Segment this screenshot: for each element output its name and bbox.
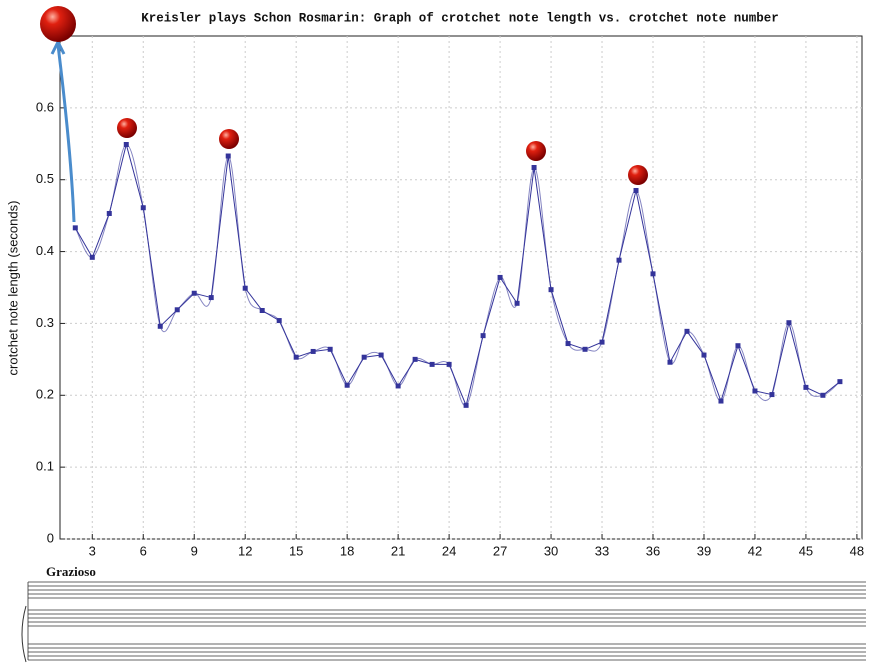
highlight-ball xyxy=(40,6,76,42)
data-point xyxy=(515,301,520,306)
data-point xyxy=(532,165,537,170)
data-point xyxy=(73,225,78,230)
x-tick-label: 42 xyxy=(748,543,762,558)
smooth-curve xyxy=(75,144,840,405)
data-point xyxy=(379,353,384,358)
data-point xyxy=(634,188,639,193)
data-point xyxy=(209,295,214,300)
data-point xyxy=(617,258,622,263)
data-point xyxy=(175,307,180,312)
x-tick-label: 6 xyxy=(140,543,147,558)
y-tick-label: 0.2 xyxy=(36,387,54,402)
score-marking: Grazioso xyxy=(46,564,96,579)
data-point xyxy=(124,142,129,147)
x-tick-label: 36 xyxy=(646,543,660,558)
highlight-ball xyxy=(117,118,137,138)
data-point xyxy=(107,211,112,216)
x-tick-label: 9 xyxy=(191,543,198,558)
data-point xyxy=(786,320,791,325)
y-tick-label: 0.4 xyxy=(36,243,54,258)
x-tick-label: 33 xyxy=(595,543,609,558)
data-point xyxy=(90,255,95,260)
x-tick-label: 18 xyxy=(340,543,354,558)
data-point xyxy=(583,347,588,352)
data-point xyxy=(311,349,316,354)
x-tick-label: 12 xyxy=(238,543,252,558)
x-tick-label: 15 xyxy=(289,543,303,558)
data-point xyxy=(430,362,435,367)
y-tick-label: 0.5 xyxy=(36,171,54,186)
x-tick-label: 27 xyxy=(493,543,507,558)
data-point xyxy=(328,347,333,352)
music-score: Grazioso xyxy=(22,564,866,662)
x-tick-label: 45 xyxy=(799,543,813,558)
data-line xyxy=(75,145,840,406)
x-tick-label: 3 xyxy=(89,543,96,558)
data-point xyxy=(481,333,486,338)
data-point xyxy=(192,291,197,296)
data-point xyxy=(735,343,740,348)
data-point xyxy=(752,388,757,393)
data-point xyxy=(701,353,706,358)
data-point xyxy=(362,355,367,360)
y-tick-label: 0 xyxy=(47,530,54,545)
x-tick-label: 21 xyxy=(391,543,405,558)
data-point xyxy=(243,286,248,291)
x-tick-label: 48 xyxy=(850,543,864,558)
plot-frame xyxy=(60,36,862,539)
y-tick-label: 0.1 xyxy=(36,459,54,474)
chart-title: Kreisler plays Schon Rosmarin: Graph of … xyxy=(141,11,779,25)
data-point xyxy=(413,357,418,362)
data-point xyxy=(769,392,774,397)
x-tick-label: 24 xyxy=(442,543,456,558)
data-point xyxy=(277,318,282,323)
data-point xyxy=(803,385,808,390)
data-point xyxy=(260,308,265,313)
data-point xyxy=(651,271,656,276)
data-point xyxy=(718,399,723,404)
data-point xyxy=(345,383,350,388)
data-point xyxy=(667,360,672,365)
y-tick-label: 0.3 xyxy=(36,315,54,330)
data-point xyxy=(464,403,469,408)
data-point xyxy=(294,355,299,360)
data-point xyxy=(820,393,825,398)
data-point xyxy=(498,275,503,280)
data-point xyxy=(549,287,554,292)
data-point xyxy=(226,154,231,159)
data-point xyxy=(600,340,605,345)
highlight-ball xyxy=(526,141,546,161)
data-point xyxy=(396,383,401,388)
highlight-ball xyxy=(219,129,239,149)
data-point xyxy=(158,324,163,329)
x-tick-label: 39 xyxy=(697,543,711,558)
data-point xyxy=(447,362,452,367)
y-axis-label: crotchet note length (seconds) xyxy=(5,201,20,376)
x-tick-label: 30 xyxy=(544,543,558,558)
y-tick-label: 0.6 xyxy=(36,99,54,114)
data-point xyxy=(566,341,571,346)
data-point xyxy=(141,205,146,210)
data-point xyxy=(684,329,689,334)
highlight-ball xyxy=(628,165,648,185)
data-point xyxy=(837,379,842,384)
chart: Kreisler plays Schon Rosmarin: Graph of … xyxy=(0,0,874,667)
